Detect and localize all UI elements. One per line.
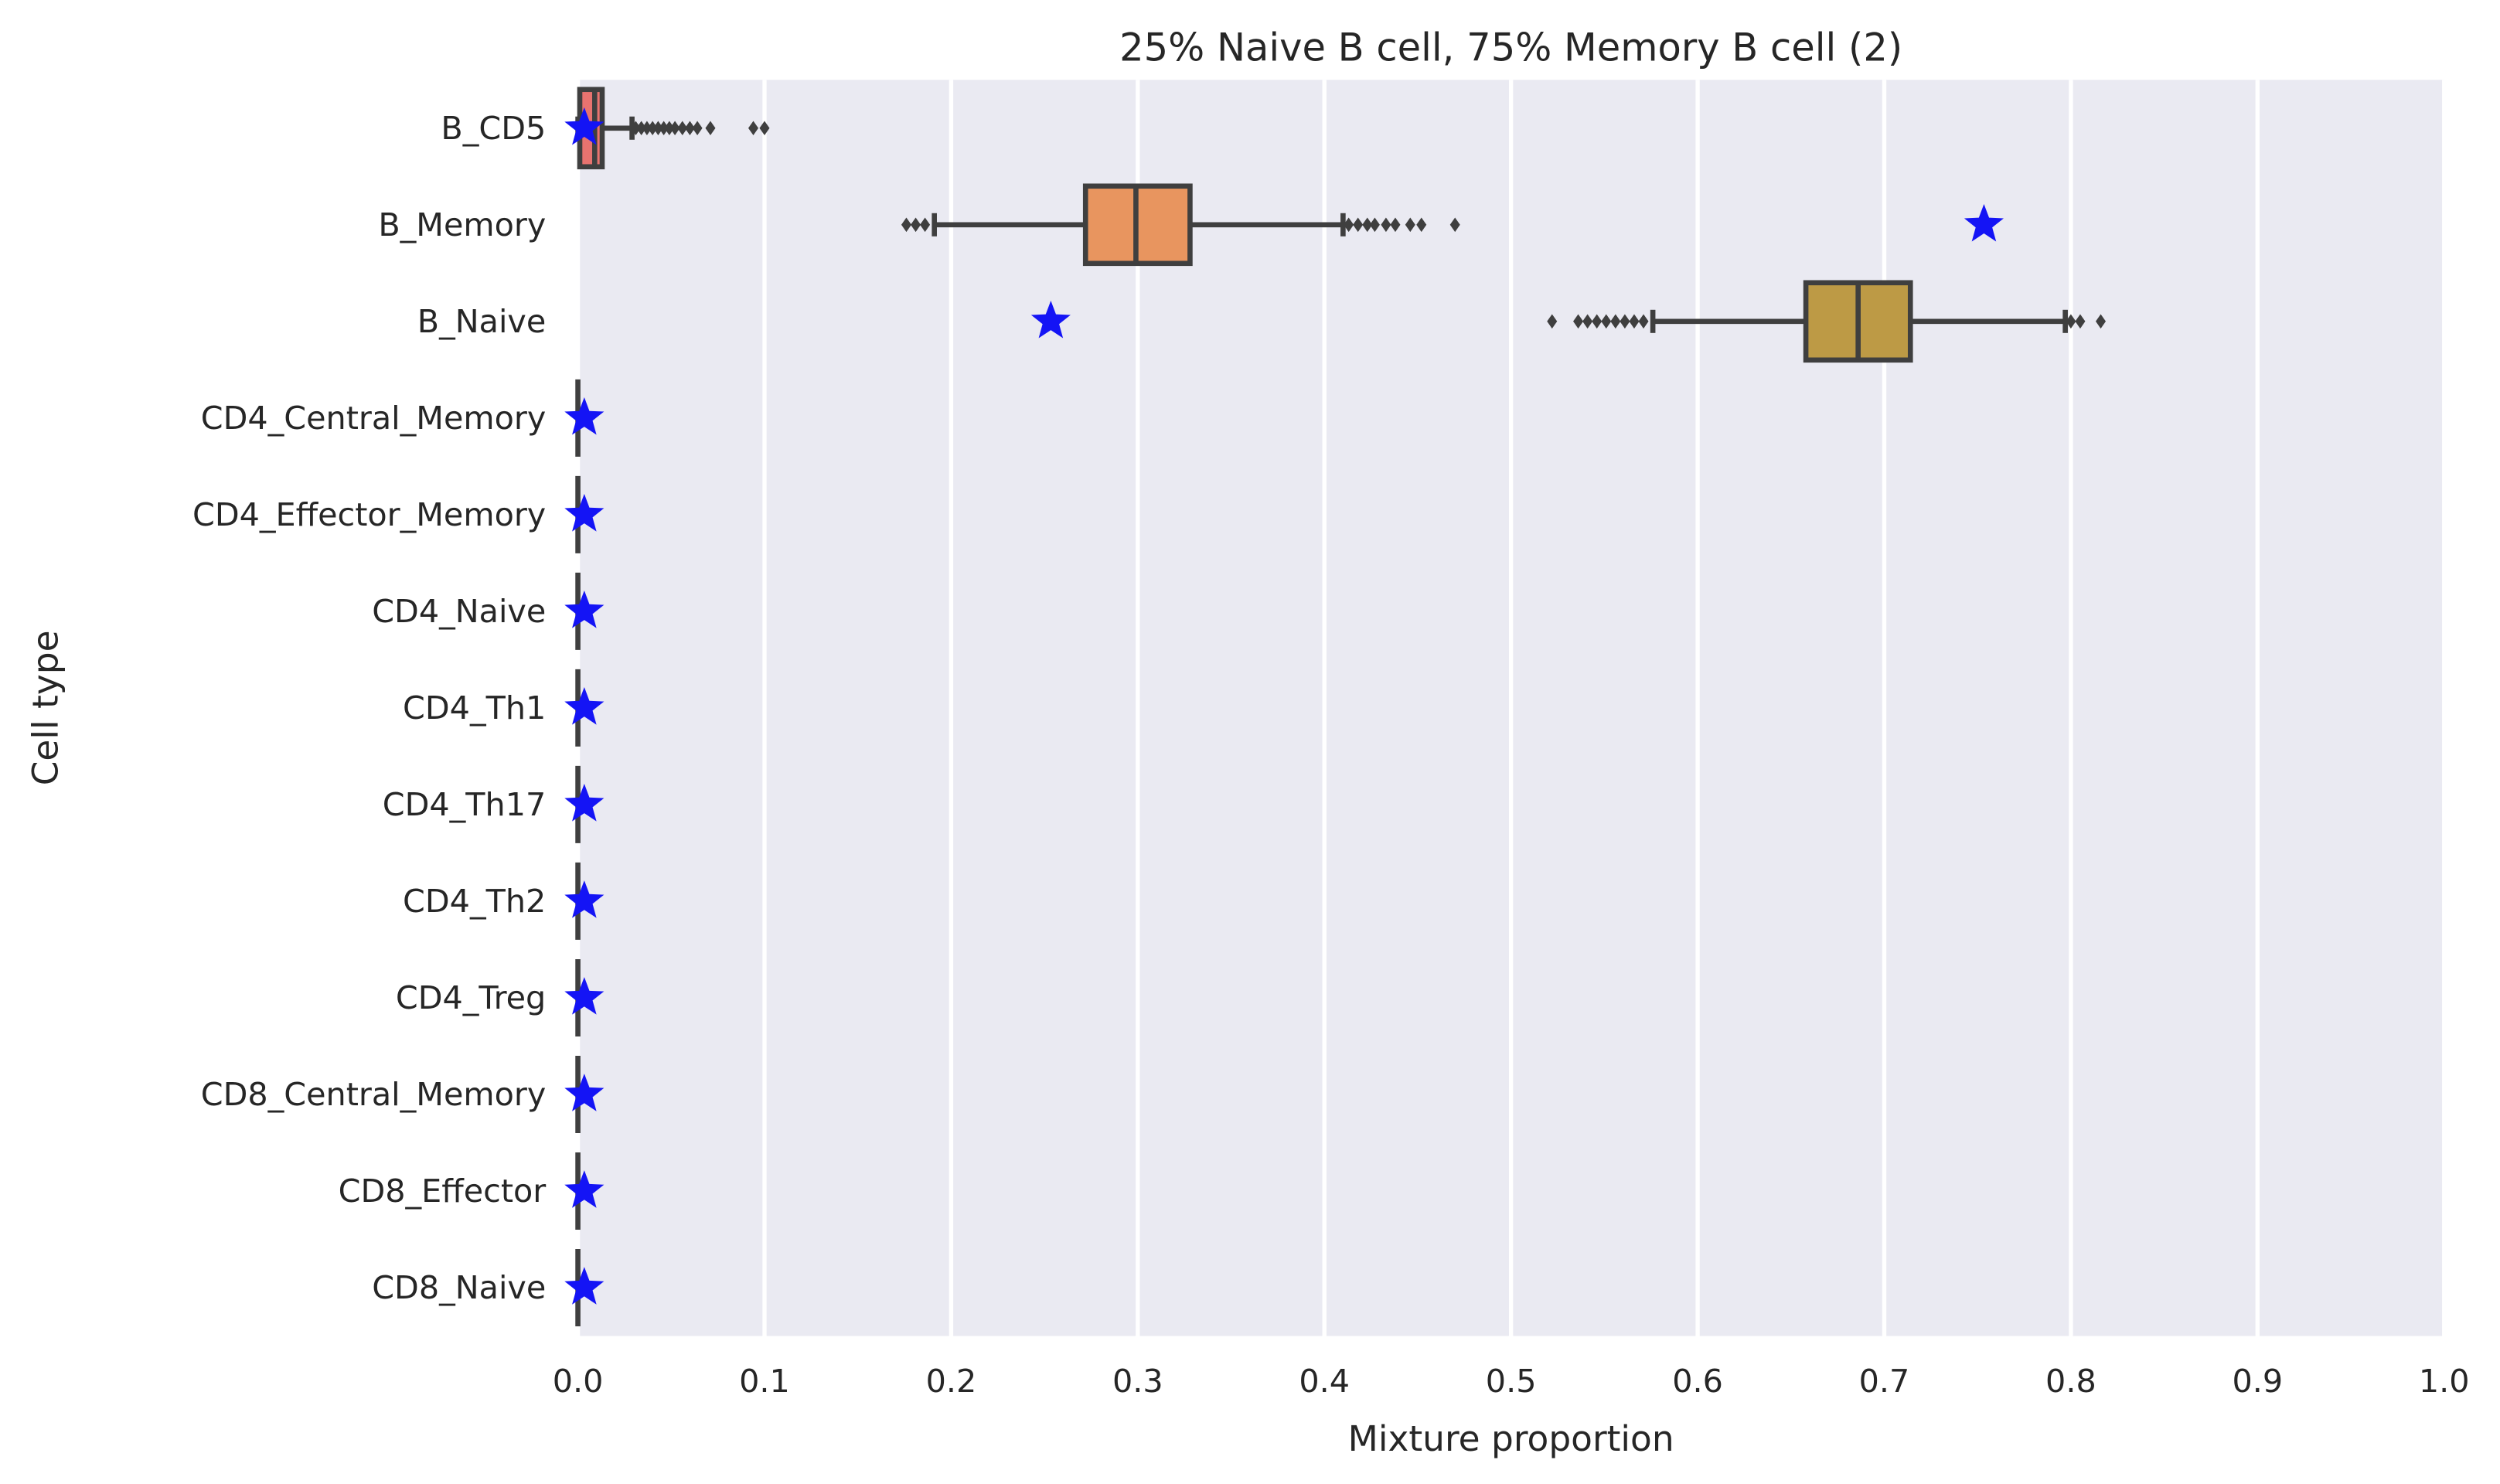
- outlier-point: [920, 217, 931, 233]
- outlier-point: [664, 121, 675, 136]
- x-axis-title: Mixture proportion: [1348, 1418, 1674, 1459]
- y-category-label: CD4_Th1: [403, 689, 546, 727]
- outlier-point: [652, 121, 663, 136]
- true-value-star: [1964, 203, 2004, 242]
- outlier-point: [1362, 217, 1373, 233]
- true-value-star: [564, 107, 605, 145]
- chart-title: 25% Naive B cell, 75% Memory B cell (2): [1119, 25, 1902, 70]
- y-category-label: CD8_Central_Memory: [201, 1076, 547, 1113]
- outlier-point: [1344, 217, 1354, 233]
- outlier-point: [647, 121, 658, 136]
- true-value-star: [564, 687, 605, 725]
- x-tick-label: 0.8: [2045, 1363, 2096, 1400]
- outlier-point: [1582, 314, 1593, 329]
- outlier-point: [2075, 314, 2086, 329]
- outlier-point: [705, 121, 716, 136]
- outlier-point: [759, 121, 770, 136]
- y-category-label: CD4_Treg: [396, 979, 546, 1016]
- outlier-point: [748, 121, 759, 136]
- outlier-point: [1592, 314, 1603, 329]
- outlier-point: [2096, 314, 2107, 329]
- outlier-point: [636, 121, 647, 136]
- true-value-star: [564, 1267, 605, 1305]
- outlier-point: [1416, 217, 1427, 233]
- x-tick-label: 0.1: [739, 1363, 790, 1400]
- outlier-point: [1369, 217, 1380, 233]
- y-category-label: CD8_Naive: [372, 1269, 546, 1306]
- outlier-point: [1601, 314, 1612, 329]
- x-tick-label: 0.4: [1299, 1363, 1350, 1400]
- outlier-point: [1620, 314, 1630, 329]
- y-category-label: B_Naive: [417, 303, 547, 340]
- outlier-point: [1390, 217, 1401, 233]
- y-category-label: CD4_Th2: [403, 883, 546, 920]
- outlier-point: [1573, 314, 1584, 329]
- outlier-point: [677, 121, 688, 136]
- x-tick-label: 0.2: [926, 1363, 977, 1400]
- outlier-point: [1638, 314, 1649, 329]
- outlier-point: [2066, 314, 2076, 329]
- outlier-point: [901, 217, 911, 233]
- y-category-label: CD4_Effector_Memory: [192, 496, 546, 533]
- outlier-point: [692, 121, 703, 136]
- true-value-star: [564, 977, 605, 1015]
- outlier-point: [1610, 314, 1621, 329]
- outlier-point: [642, 121, 652, 136]
- true-value-star: [564, 494, 605, 532]
- true-value-star: [564, 1170, 605, 1208]
- y-axis-title: Cell type: [25, 630, 66, 785]
- outlier-point: [1547, 314, 1558, 329]
- outlier-point: [1353, 217, 1364, 233]
- y-category-label: CD4_Naive: [372, 593, 546, 630]
- x-tick-labels: 0.0 0.1 0.2 0.3 0.4 0.5 0.6 0.7 0.8 0.9 1.0: [553, 1363, 2470, 1400]
- x-tick-label: 0.5: [1486, 1363, 1537, 1400]
- true-value-star: [564, 1074, 605, 1111]
- x-tick-label: 0.7: [1859, 1363, 1910, 1400]
- y-category-labels: B_CD5 B_Memory B_Naive CD4_Central_Memory CD…: [192, 110, 546, 1306]
- true-value-star: [564, 880, 605, 918]
- y-category-label: B_Memory: [378, 206, 546, 243]
- x-tick-label: 1.0: [2419, 1363, 2470, 1400]
- x-tick-label: 0.3: [1112, 1363, 1163, 1400]
- true-value-star: [564, 591, 605, 628]
- y-category-label: B_CD5: [441, 110, 546, 147]
- y-category-label: CD8_Effector: [339, 1173, 547, 1210]
- outlier-point: [1629, 314, 1640, 329]
- true-value-star: [564, 784, 605, 822]
- box-group: [1547, 280, 2107, 363]
- y-category-label: CD4_Central_Memory: [201, 400, 547, 437]
- marks-layer: [564, 87, 2107, 1327]
- x-tick-label: 0.0: [553, 1363, 604, 1400]
- x-tick-label: 0.6: [1672, 1363, 1723, 1400]
- box-group: [901, 183, 1460, 267]
- x-tick-label: 0.9: [2232, 1363, 2283, 1400]
- outlier-point: [659, 121, 669, 136]
- outlier-point: [630, 121, 641, 136]
- outlier-point: [1381, 217, 1391, 233]
- outlier-point: [684, 121, 695, 136]
- true-value-star: [1030, 300, 1071, 339]
- outlier-point: [1449, 217, 1460, 233]
- y-category-label: CD4_Th17: [383, 786, 547, 823]
- outlier-point: [669, 121, 680, 136]
- outlier-point: [911, 217, 921, 233]
- true-value-star: [564, 397, 605, 435]
- outlier-point: [1405, 217, 1415, 233]
